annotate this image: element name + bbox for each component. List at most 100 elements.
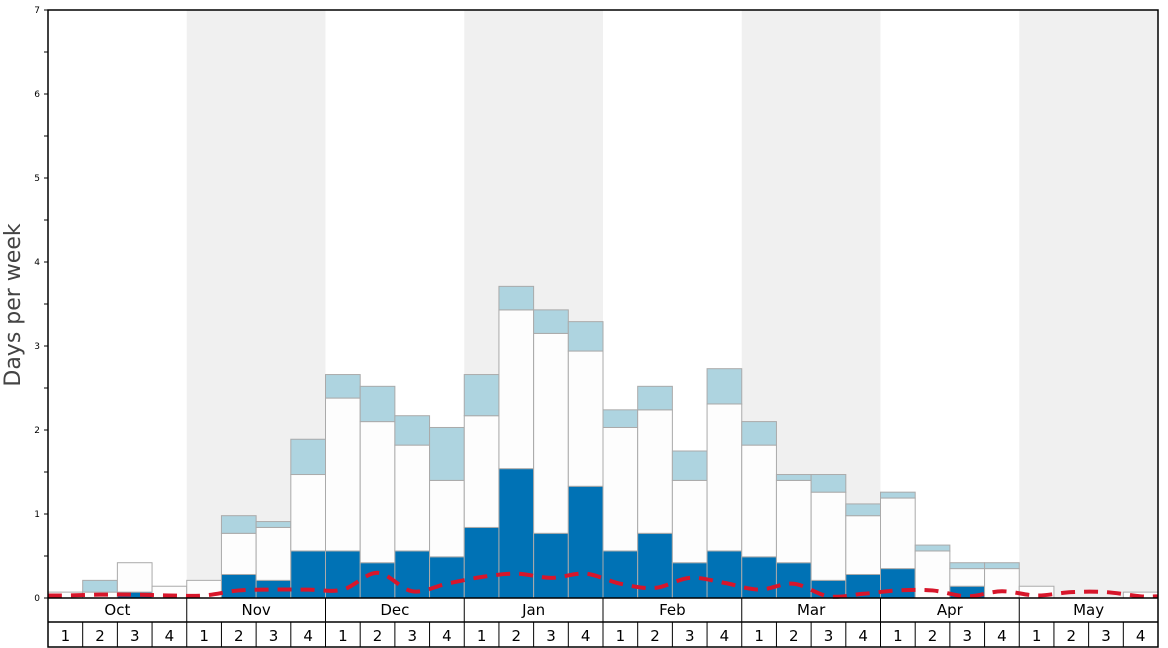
week-label: 4: [581, 627, 591, 645]
y-tick-label: 0: [34, 594, 40, 604]
month-label: Oct: [104, 601, 130, 619]
y-axis-title: Days per week: [1, 223, 26, 386]
bar-segment: [255, 526, 292, 581]
bar-segment: [533, 309, 569, 334]
bar-segment: [602, 426, 639, 552]
plot-frame: [47, 9, 1159, 648]
week-label: 3: [1101, 627, 1111, 645]
week-label: 2: [373, 627, 383, 645]
week-label: 2: [234, 627, 244, 645]
bar-segment: [637, 409, 673, 534]
week-label: 4: [858, 627, 868, 645]
week-label: 4: [442, 627, 452, 645]
bar-segment: [220, 515, 257, 534]
average-line: [47, 570, 1159, 599]
bar-segment: [845, 515, 881, 575]
bar-segment: [706, 368, 743, 405]
bar-segment: [949, 562, 986, 570]
bar-segment: [498, 309, 535, 470]
average-line-group: [47, 570, 1159, 599]
week-label: 2: [1067, 627, 1077, 645]
x-axis: Oct Nov Dec Jan Feb Mar Apr May 1 2 3 4 1 2 3 4 1 2 3 4 1 2 3 4…: [48, 597, 1158, 647]
bar-segment: [325, 397, 361, 552]
bar-segment: [463, 415, 500, 528]
bar-segment: [880, 497, 916, 570]
week-label: 1: [754, 627, 764, 645]
y-tick-label: 5: [34, 174, 40, 184]
y-tick-label: 2: [34, 426, 40, 436]
week-label: 4: [997, 627, 1007, 645]
bar-segment: [567, 485, 604, 599]
bar-segment: [116, 562, 153, 593]
week-label: 1: [477, 627, 487, 645]
y-tick-label: 1: [34, 510, 40, 520]
month-label: May: [1073, 601, 1104, 619]
week-label: 2: [928, 627, 938, 645]
bar-segment: [82, 579, 118, 593]
month-label: Feb: [659, 601, 686, 619]
bar-segment: [775, 479, 812, 564]
y-tick-label: 3: [34, 342, 40, 352]
bar-segment: [810, 474, 847, 493]
week-label: 2: [512, 627, 522, 645]
bar-segment: [533, 332, 569, 534]
bar-segment: [533, 532, 569, 599]
bar-segment: [880, 491, 916, 499]
month-label: Mar: [797, 601, 826, 619]
bar-segment: [775, 562, 812, 599]
bar-segment: [463, 526, 500, 599]
bar-segment: [394, 444, 431, 552]
week-label: 3: [824, 627, 834, 645]
bar-segment: [220, 573, 257, 599]
week-label: 3: [962, 627, 972, 645]
bar-segment: [359, 421, 396, 564]
bar-segment: [429, 479, 465, 558]
week-label: 1: [199, 627, 209, 645]
bar-segment: [359, 562, 396, 599]
month-label: Apr: [937, 601, 964, 619]
bar-segment: [567, 321, 604, 352]
bar-segment: [706, 403, 743, 552]
week-label: 3: [407, 627, 417, 645]
bar-segment: [914, 544, 951, 552]
bar-segment: [637, 385, 673, 411]
week-label: 3: [130, 627, 140, 645]
bar-segment: [810, 491, 847, 581]
month-label: Jan: [521, 601, 545, 619]
week-label: 4: [165, 627, 175, 645]
bar-segment: [290, 474, 326, 552]
bar-segment: [498, 468, 535, 599]
bar-segment: [706, 550, 743, 599]
bar-segment: [394, 415, 431, 446]
bar-segment: [359, 385, 396, 423]
y-tick-label: 7: [34, 6, 40, 16]
bar-segment: [498, 285, 535, 311]
week-label: 1: [1032, 627, 1042, 645]
y-tick-label: 4: [34, 258, 40, 268]
bar-segment: [984, 568, 1020, 599]
bar-segment: [845, 503, 881, 517]
week-label: 2: [95, 627, 105, 645]
week-label: 3: [269, 627, 279, 645]
bar-segment: [741, 556, 777, 599]
bar-segment: [671, 450, 708, 481]
bar-segment: [775, 474, 812, 481]
month-label: Nov: [241, 601, 270, 619]
week-label: 1: [338, 627, 348, 645]
bar-segment: [602, 550, 639, 599]
bar-segment: [949, 568, 986, 587]
bar-segment: [602, 409, 639, 428]
week-label: 4: [303, 627, 313, 645]
bar-segment: [984, 562, 1020, 570]
week-label: 1: [893, 627, 903, 645]
week-label: 1: [616, 627, 626, 645]
y-tick-label: 6: [34, 90, 40, 100]
y-axis: 0 1 2 3 4 5 6 7: [34, 6, 48, 604]
week-label: 2: [789, 627, 799, 645]
bar-segment: [220, 532, 257, 575]
week-label: 3: [685, 627, 695, 645]
bar-segment: [741, 421, 777, 446]
week-label: 2: [650, 627, 660, 645]
bar-segment: [671, 479, 708, 564]
